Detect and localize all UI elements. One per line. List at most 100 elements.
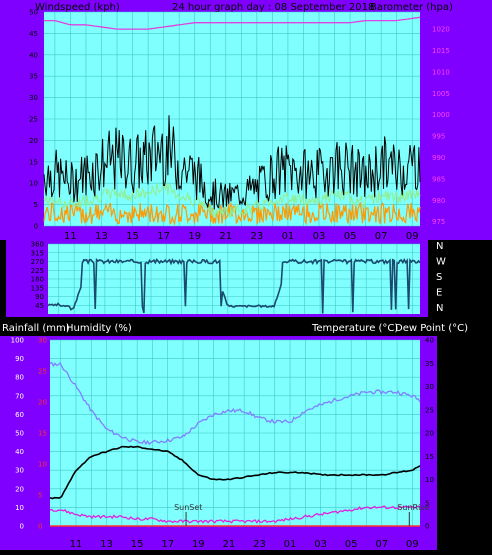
temperature-tick-label: 35: [425, 360, 434, 368]
temp-x-tick-label: 13: [100, 539, 113, 550]
wind-x-tick-label: 23: [250, 231, 263, 242]
temp-x-tick-label: 07: [375, 539, 388, 550]
windspeed-tick-label: 50: [29, 9, 38, 17]
temperature-tick-label: 5: [425, 499, 429, 507]
wind-x-tick-label: 17: [157, 231, 170, 242]
barometer-tick-label: 1020: [432, 26, 450, 34]
humidity-tick-label: 60: [15, 411, 24, 419]
windspeed-tick-label: 25: [29, 116, 38, 124]
temp-x-tick-label: 17: [161, 539, 174, 550]
windspeed-tick-label: 30: [29, 94, 38, 102]
wind-x-tick-label: 01: [282, 231, 295, 242]
annotation-label: SunRise: [397, 503, 429, 512]
compass-label: S: [436, 272, 442, 283]
rainfall-tick-label: 25: [38, 368, 47, 376]
windspeed-series-line: [43, 115, 421, 210]
temperature-tick-label: 30: [425, 383, 434, 391]
barometer-axis-title: Barometer (hpa): [370, 2, 453, 13]
wind-x-tick-label: 21: [219, 231, 232, 242]
wind-x-tick-label: 15: [126, 231, 139, 242]
humidity-tick-label: 80: [15, 374, 24, 382]
wind-direction-series-line: [47, 257, 421, 314]
humidity-tick-label: 20: [15, 485, 24, 493]
humidity-tick-label: 0: [20, 523, 24, 531]
rainfall-tick-label: 0: [38, 523, 42, 531]
rainfall-tick-label: 20: [38, 399, 47, 407]
temperature-axis-title: Temperature (°C): [311, 323, 398, 334]
barometer-tick-label: 1005: [432, 90, 450, 98]
temp-x-tick-label: 01: [284, 539, 297, 550]
temperature-tick-label: 10: [425, 476, 434, 484]
compass-label: N: [436, 241, 443, 252]
windspeed-axis-title: Windspeed (kph): [35, 2, 120, 13]
barometer-tick-label: 985: [432, 175, 445, 183]
temperature-tick-label: 40: [425, 337, 434, 345]
direction-tick-label: 225: [31, 267, 44, 275]
compass-label: W: [436, 257, 446, 268]
temp-x-tick-label: 23: [253, 539, 266, 550]
wind-x-tick-label: 11: [64, 231, 77, 242]
temp-gridlines: [50, 339, 420, 527]
wind-x-tick-label: 03: [313, 231, 326, 242]
wind-x-tick-label: 13: [95, 231, 108, 242]
wind-x-tick-label: 09: [406, 231, 419, 242]
wind-x-axis: 11 13 15 17 19 21 23 01 03 05 07 09: [64, 231, 419, 242]
dewpoint-axis-title: Dew Point (°C): [395, 323, 468, 334]
direction-tick-label: 180: [31, 276, 44, 284]
compass-label: E: [436, 288, 442, 299]
humidity-tick-label: 100: [11, 337, 24, 345]
barometer-tick-label: 980: [432, 197, 445, 205]
rainfall-tick-label: 5: [38, 492, 42, 500]
wind-ticks: 0510152025303540455097598098599099510001…: [29, 9, 450, 231]
barometer-tick-label: 1015: [432, 47, 450, 55]
annotation-label: SunSet: [174, 503, 202, 512]
humidity-tick-label: 70: [15, 392, 24, 400]
humidity-tick-label: 40: [15, 448, 24, 456]
rainfall-tick-label: 15: [38, 430, 47, 438]
rainfall-tick-label: 10: [38, 461, 47, 469]
wind-average-series-line: [43, 181, 421, 219]
compass-label: N: [436, 303, 443, 314]
barometer-tick-label: 995: [432, 133, 445, 141]
temp-x-tick-label: 15: [131, 539, 144, 550]
windspeed-tick-label: 45: [29, 30, 38, 38]
humidity-tick-label: 30: [15, 467, 24, 475]
windspeed-tick-label: 40: [29, 51, 38, 59]
temp-x-tick-label: 11: [70, 539, 83, 550]
wind-x-tick-label: 07: [375, 231, 388, 242]
temp-x-tick-label: 03: [314, 539, 327, 550]
temperature-series-line: [49, 445, 421, 500]
direction-tick-label: 45: [35, 302, 44, 310]
barometer-tick-label: 990: [432, 154, 445, 162]
header-band: [0, 0, 492, 12]
direction-tick-label: 360: [31, 241, 44, 249]
direction-tick-label: 90: [35, 293, 44, 301]
windspeed-tick-label: 10: [29, 180, 38, 188]
humidity-tick-label: 50: [15, 430, 24, 438]
direction-tick-label: 135: [31, 284, 44, 292]
windspeed-tick-label: 0: [34, 223, 38, 231]
barometer-series-line: [44, 16, 421, 30]
direction-tick-label: 315: [31, 249, 44, 257]
temp-x-tick-label: 19: [192, 539, 205, 550]
direction-marks: [47, 257, 421, 314]
humidity-tick-label: 90: [15, 355, 24, 363]
rainfall-axis-title: Rainfall (mm): [2, 323, 70, 334]
windspeed-tick-label: 20: [29, 137, 38, 145]
temperature-tick-label: 25: [425, 406, 434, 414]
wind-gridlines: [44, 11, 420, 227]
direction-tick-label: 270: [31, 258, 44, 266]
humidity-axis-title: Humidity (%): [66, 323, 132, 334]
barometer-tick-label: 1010: [432, 68, 450, 76]
wind-marks: [43, 16, 421, 226]
rainfall-tick-label: 30: [38, 337, 47, 345]
windspeed-tick-label: 15: [29, 158, 38, 166]
humidity-tick-label: 10: [15, 504, 24, 512]
wind-x-tick-label: 05: [344, 231, 357, 242]
temperature-tick-label: 15: [425, 453, 434, 461]
barometer-tick-label: 1000: [432, 111, 450, 119]
